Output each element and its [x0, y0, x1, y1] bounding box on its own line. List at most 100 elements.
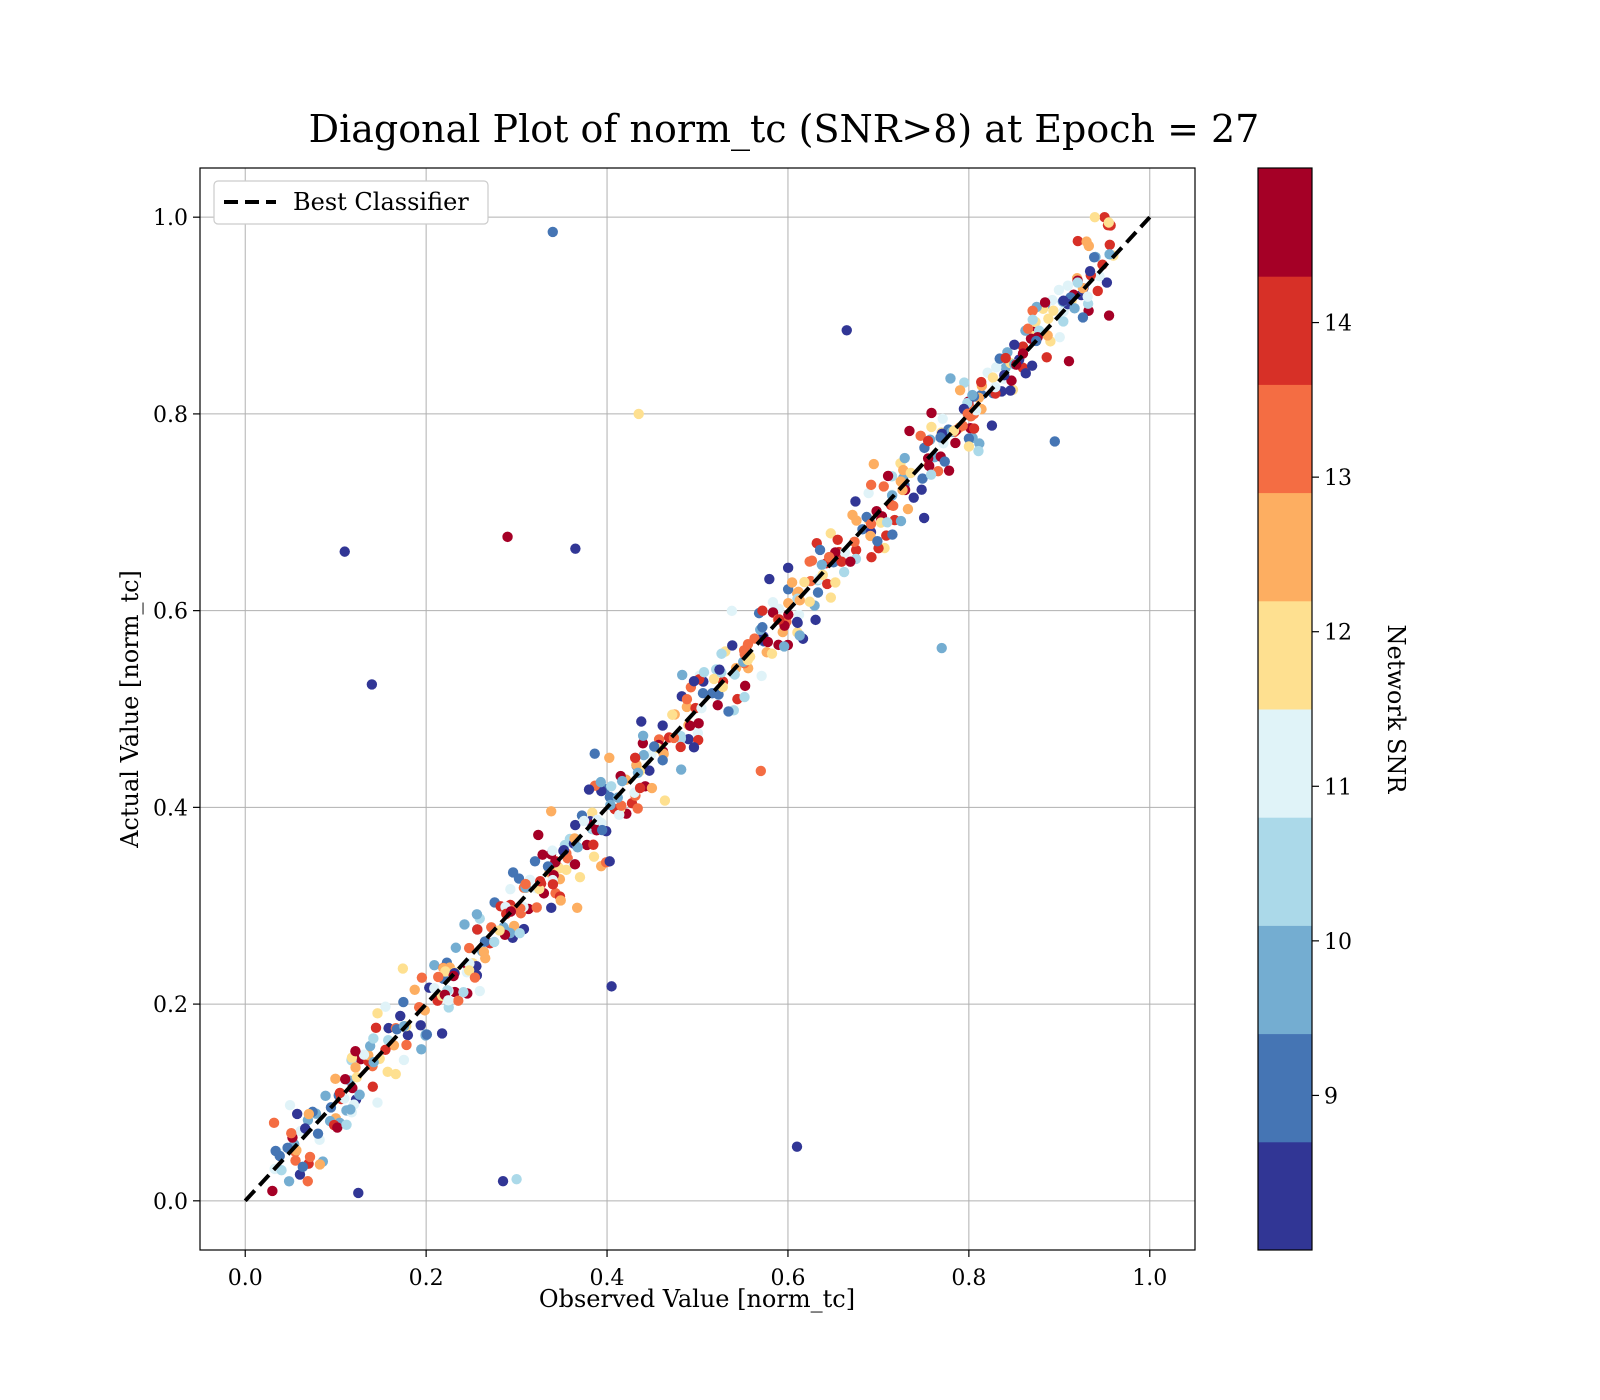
- scatter-point: [511, 1173, 522, 1185]
- scatter-point: [836, 556, 847, 567]
- scatter-point: [696, 703, 707, 714]
- scatter-point: [866, 551, 877, 563]
- scatter-point: [1063, 355, 1075, 367]
- colorbar-segment: [1258, 817, 1312, 926]
- scatter-point: [537, 849, 548, 860]
- scatter-point: [587, 807, 598, 818]
- x-tick-label: 0.6: [770, 1266, 805, 1291]
- scatter-point: [546, 902, 557, 914]
- scatter-point: [415, 1020, 426, 1031]
- scatter-point: [755, 765, 767, 777]
- scatter-point: [1053, 284, 1065, 296]
- scatter-point: [1020, 368, 1031, 379]
- colorbar-segments: [1258, 168, 1312, 1251]
- scatter-point: [1069, 303, 1080, 314]
- scatter-point: [637, 738, 649, 749]
- y-tick-label: 1.0: [153, 206, 188, 231]
- colorbar-tick-label: 9: [1324, 1084, 1338, 1109]
- scatter-point: [402, 1029, 414, 1041]
- scatter-point: [606, 981, 617, 992]
- scatter-point: [636, 716, 647, 727]
- scatter-point: [571, 902, 583, 913]
- scatter-point: [383, 1022, 394, 1034]
- scatter-point: [350, 1062, 361, 1073]
- scatter-point: [283, 1176, 295, 1187]
- scatter-point: [863, 487, 874, 499]
- scatter-point: [954, 385, 966, 396]
- scatter-point: [683, 733, 694, 745]
- scatter-point: [1058, 316, 1069, 327]
- scatter-point: [1062, 280, 1074, 291]
- scatter-point: [1039, 297, 1051, 308]
- scatter-point: [637, 730, 649, 741]
- scatter-point: [320, 1090, 331, 1102]
- scatter-point: [723, 706, 734, 717]
- scatter-point: [1089, 211, 1101, 223]
- scatter-point: [354, 1089, 365, 1100]
- scatter-point: [570, 543, 581, 554]
- chart-title: Diagonal Plot of norm_tc (SNR>8) at Epoc…: [309, 107, 1260, 152]
- scatter-point: [832, 534, 843, 546]
- scatter-point: [494, 925, 505, 936]
- scatter-point: [588, 839, 599, 850]
- scatter-point: [1103, 310, 1115, 321]
- scatter-point: [865, 479, 877, 491]
- colorbar-frame: [1257, 167, 1313, 1251]
- scatter-point: [606, 781, 617, 792]
- best-classifier-line: [243, 215, 1152, 1203]
- scatter-point: [304, 1151, 316, 1163]
- colorbar: 9 10 11 12 13 14 Network SNR: [1257, 167, 1410, 1251]
- scatter-point: [583, 784, 595, 795]
- scatter-point: [547, 845, 558, 856]
- scatter-point: [409, 984, 420, 995]
- x-tick-label: 0.4: [590, 1266, 625, 1291]
- scatter-point: [825, 528, 836, 539]
- scatter-point: [469, 972, 481, 983]
- scatter-point: [267, 1185, 278, 1197]
- scatter-point: [822, 578, 833, 590]
- scatter-point: [358, 1049, 370, 1060]
- scatter-point: [459, 919, 470, 930]
- scatter-point: [756, 670, 767, 682]
- scatter-point: [353, 1187, 364, 1199]
- scatter-point: [936, 642, 947, 654]
- scatter-point: [463, 965, 475, 976]
- scatter-point: [270, 1145, 281, 1157]
- scatter-point: [1043, 313, 1054, 324]
- scatter-point: [959, 377, 970, 388]
- scatter-point: [657, 720, 668, 731]
- scatter-point: [841, 325, 852, 336]
- scatter-point: [1103, 217, 1114, 228]
- scatter-point: [596, 824, 608, 836]
- scatter-point: [286, 1127, 297, 1139]
- scatter-point: [986, 420, 998, 431]
- colorbar-segment: [1258, 168, 1312, 277]
- scatter-point: [799, 576, 810, 588]
- scatter-point: [1041, 352, 1052, 363]
- y-tick-label: 0.8: [153, 403, 188, 428]
- scatter-point: [1027, 314, 1038, 326]
- scatter-point: [908, 492, 919, 503]
- y-axis-label: Actual Value [norm_tc]: [116, 570, 144, 849]
- colorbar-segment: [1258, 276, 1312, 385]
- scatter-point: [648, 741, 660, 752]
- scatter-point: [629, 752, 641, 764]
- scatter-point: [1082, 291, 1093, 302]
- scatter-point: [578, 815, 590, 827]
- scatter-point: [825, 592, 837, 603]
- scatter-point: [1048, 305, 1059, 316]
- scatter-point: [471, 909, 483, 920]
- scatter-point: [595, 776, 606, 788]
- scatter-point: [739, 680, 751, 692]
- y-tick-label: 0.0: [153, 1190, 188, 1215]
- scatter-point: [303, 1108, 315, 1120]
- scatter-point: [634, 782, 646, 794]
- scatter-point: [472, 924, 483, 935]
- scatter-point: [786, 577, 798, 588]
- scatter-point: [1104, 239, 1115, 250]
- scatter-point: [778, 641, 790, 652]
- scatter-point: [727, 640, 738, 651]
- scatter-point: [1022, 323, 1034, 334]
- x-axis-ticks: 0.0 0.2 0.4 0.6 0.8 1.0: [228, 1250, 1167, 1291]
- scatter-point: [302, 1176, 313, 1187]
